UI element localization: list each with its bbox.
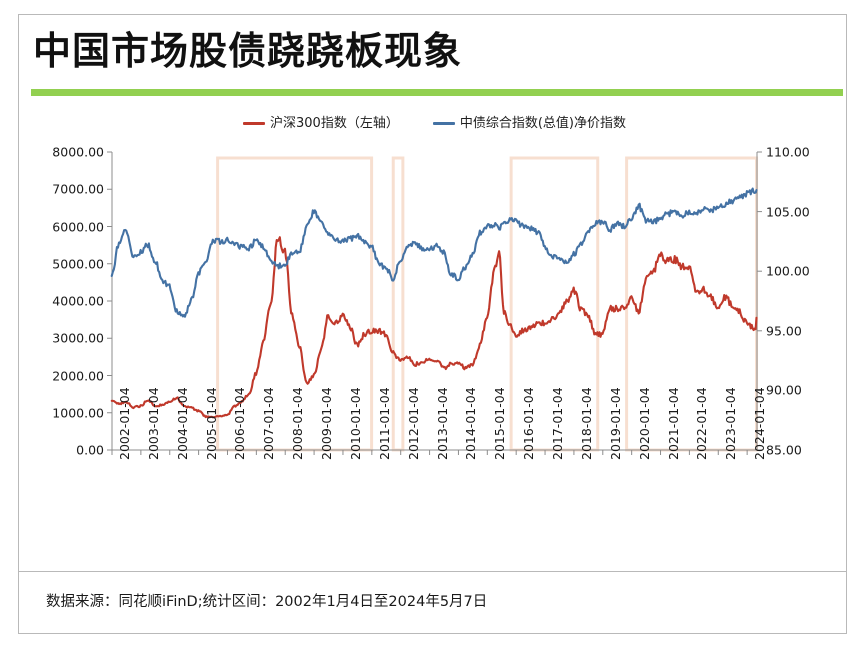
legend-swatch-hs300	[243, 121, 265, 125]
accent-rule	[31, 89, 843, 96]
title-block: 中国市场股债跷跷板现象	[19, 15, 846, 87]
legend-label-hs300: 沪深300指数（左轴）	[270, 115, 399, 131]
page-title: 中国市场股债跷跷板现象	[33, 29, 463, 73]
chart-legend: 沪深300指数（左轴） 中债综合指数(总值)净价指数	[112, 110, 757, 136]
legend-item-hs300: 沪深300指数（左轴）	[243, 117, 399, 130]
chart-card	[18, 14, 847, 634]
legend-label-bond: 中债综合指数(总值)净价指数	[459, 115, 626, 131]
footer-divider	[19, 571, 846, 572]
legend-swatch-bond	[432, 121, 455, 125]
source-note: 数据来源：同花顺iFinD;统计区间：2002年1月4日至2024年5月7日	[46, 594, 488, 610]
legend-item-bond: 中债综合指数(总值)净价指数	[432, 115, 626, 131]
